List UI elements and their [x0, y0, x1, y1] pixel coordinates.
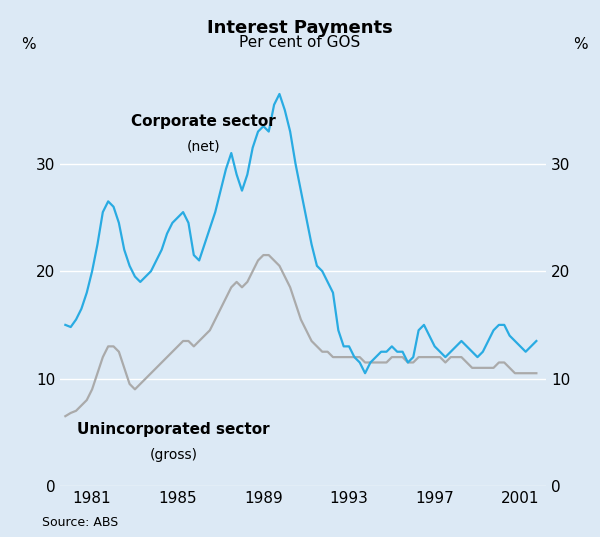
Text: %: %	[21, 37, 36, 52]
Text: Per cent of GOS: Per cent of GOS	[239, 35, 361, 50]
Text: Corporate sector: Corporate sector	[131, 114, 276, 129]
Text: (net): (net)	[187, 140, 220, 154]
Text: Source: ABS: Source: ABS	[42, 516, 118, 529]
Text: %: %	[573, 37, 587, 52]
Text: (gross): (gross)	[149, 448, 197, 462]
Text: Unincorporated sector: Unincorporated sector	[77, 423, 270, 438]
Text: Interest Payments: Interest Payments	[207, 19, 393, 37]
